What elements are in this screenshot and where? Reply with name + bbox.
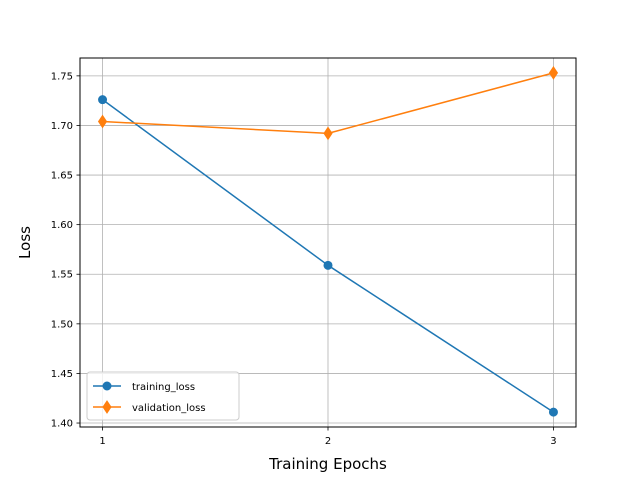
x-tick-label: 3 bbox=[550, 436, 556, 447]
data-point-training_loss bbox=[323, 260, 333, 270]
y-tick-label: 1.75 bbox=[51, 71, 73, 82]
legend-label-validation_loss: validation_loss bbox=[132, 403, 206, 414]
data-point-training_loss bbox=[98, 95, 108, 105]
data-point-validation_loss bbox=[97, 114, 108, 129]
y-tick-label: 1.65 bbox=[51, 171, 73, 182]
y-tick-label: 1.60 bbox=[51, 220, 73, 231]
y-tick-label: 1.55 bbox=[51, 270, 73, 281]
data-point-validation_loss bbox=[548, 65, 559, 80]
y-axis-label: Loss bbox=[16, 226, 34, 259]
legend-marker-validation_loss bbox=[102, 400, 112, 414]
y-tick-label: 1.40 bbox=[51, 419, 73, 430]
grid-lines bbox=[80, 58, 576, 427]
y-tick-label: 1.70 bbox=[51, 121, 73, 132]
legend-box bbox=[86, 371, 240, 421]
x-axis-label: Training Epochs bbox=[268, 455, 387, 473]
legend-marker-training_loss bbox=[102, 381, 112, 391]
legend-label-training_loss: training_loss bbox=[132, 382, 195, 393]
x-tick-label: 1 bbox=[99, 436, 105, 447]
y-tick-label: 1.45 bbox=[51, 369, 73, 380]
x-tick-label: 2 bbox=[325, 436, 331, 447]
y-axis-ticks: 1.40 1.45 1.50 1.55 1.60 1.65 1.70 1.75 bbox=[51, 71, 80, 430]
legend: training_loss validation_loss bbox=[86, 371, 240, 421]
y-tick-label: 1.50 bbox=[51, 319, 73, 330]
series-group bbox=[97, 65, 559, 417]
x-axis-ticks: 1 2 3 bbox=[99, 427, 557, 447]
data-point-validation_loss bbox=[323, 126, 333, 141]
data-point-training_loss bbox=[548, 407, 558, 417]
